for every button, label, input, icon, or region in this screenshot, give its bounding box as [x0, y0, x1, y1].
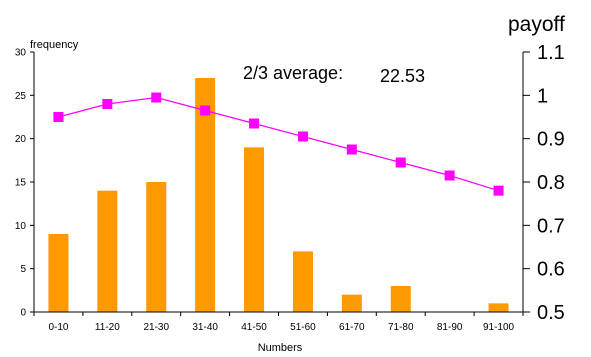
x-tick-label: 71-80: [388, 322, 414, 333]
bar-51-60: [292, 251, 313, 312]
payoff-marker-11-20: [102, 99, 113, 109]
payoff-marker-91-100: [493, 185, 504, 196]
right-tick-label: 1: [537, 85, 548, 107]
x-axis-title: Numbers: [258, 342, 303, 354]
left-tick-label: 10: [15, 221, 27, 232]
x-tick-label: 91-100: [483, 322, 515, 333]
payoff-marker-51-60: [297, 131, 308, 142]
bar-61-70: [341, 294, 362, 312]
payoff-marker-21-30: [151, 92, 162, 103]
left-tick-label: 20: [15, 134, 27, 145]
payoff-marker-71-80: [395, 157, 406, 168]
bar-21-30: [146, 182, 167, 312]
x-tick-label: 31-40: [192, 322, 218, 333]
payoff-marker-0-10: [53, 112, 64, 122]
right-tick-label: 0.5: [537, 302, 565, 324]
left-y-ticks: 0 5 10 15 20 25 30: [15, 48, 34, 319]
payoff-line: [58, 96, 499, 192]
right-tick-label: 0.7: [537, 215, 565, 237]
left-tick-label: 25: [15, 91, 27, 102]
bar-0-10: [48, 234, 69, 312]
x-ticks: 0-10 11-20 21-30 31-40 41-50 51-60 61-70 71-80 8…: [33, 312, 524, 333]
left-tick-label: 15: [15, 178, 27, 189]
payoff-line-series: [53, 92, 504, 196]
x-tick-label: 51-60: [290, 322, 316, 333]
bar-91-100: [488, 303, 509, 312]
bar-31-40: [195, 78, 216, 312]
x-tick-label: 0-10: [48, 322, 68, 333]
right-y-ticks: 0.5 0.6 0.7 0.8 0.9 1 1.1: [523, 42, 565, 324]
bar-11-20: [97, 190, 118, 312]
bar-71-80: [390, 286, 411, 312]
right-axis-title: payoff: [508, 13, 565, 36]
right-tick-label: 0.9: [537, 129, 565, 151]
average-label: 2/3 average:: [243, 63, 343, 83]
left-axis-title: frequency: [30, 39, 79, 51]
bar-41-50: [244, 147, 265, 312]
right-tick-label: 0.6: [537, 259, 565, 281]
left-tick-label: 30: [15, 48, 27, 59]
left-tick-label: 0: [20, 308, 26, 319]
payoff-marker-31-40: [200, 105, 211, 116]
x-tick-label: 21-30: [143, 322, 169, 333]
x-tick-label: 41-50: [241, 322, 267, 333]
x-tick-label: 81-90: [437, 322, 463, 333]
average-value: 22.53: [380, 66, 425, 86]
right-tick-label: 0.8: [537, 172, 565, 194]
payoff-marker-81-90: [444, 170, 455, 181]
payoff-marker-41-50: [249, 118, 260, 129]
right-tick-label: 1.1: [537, 42, 565, 64]
x-tick-label: 61-70: [339, 322, 365, 333]
payoff-marker-61-70: [346, 144, 357, 155]
left-tick-label: 5: [20, 264, 26, 275]
frequency-bars: [48, 78, 509, 312]
x-tick-label: 11-20: [95, 322, 120, 333]
